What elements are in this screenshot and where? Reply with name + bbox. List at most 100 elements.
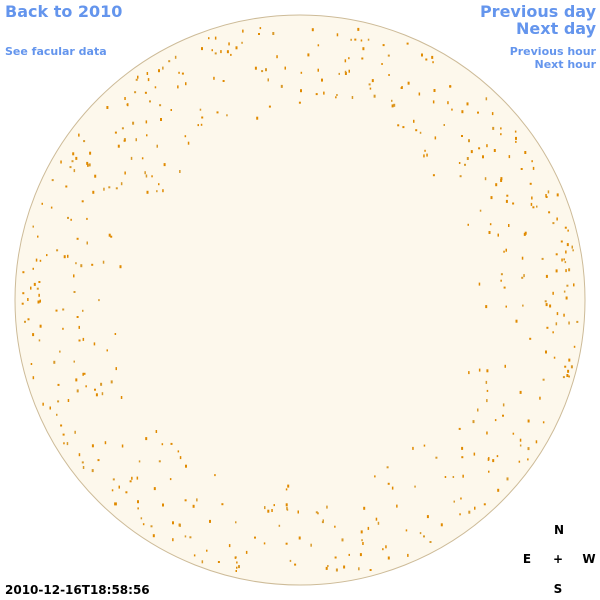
facula: [108, 233, 111, 237]
facula: [81, 200, 84, 203]
facula: [73, 274, 75, 278]
facula: [413, 119, 415, 123]
facula: [220, 50, 222, 54]
facula: [432, 61, 434, 64]
facula: [447, 101, 449, 105]
facula: [563, 290, 566, 293]
facula: [478, 282, 481, 286]
facula: [478, 368, 481, 372]
facula: [214, 52, 217, 55]
facula: [115, 187, 118, 190]
facula: [415, 129, 418, 132]
previous-hour-link[interactable]: Previous hour: [509, 45, 596, 58]
facula: [170, 109, 172, 111]
facula: [391, 486, 394, 490]
facula: [57, 400, 60, 403]
facula: [39, 259, 42, 262]
facula: [426, 153, 428, 157]
facula: [377, 521, 380, 525]
facula: [492, 459, 495, 463]
facula: [545, 274, 548, 278]
facula: [317, 68, 319, 72]
facula: [336, 33, 339, 37]
facula: [321, 78, 323, 82]
facula: [69, 166, 72, 169]
facula: [344, 59, 347, 63]
facula: [545, 196, 548, 198]
facula: [553, 356, 556, 359]
facula: [458, 162, 461, 164]
facula: [85, 385, 87, 388]
facula: [338, 72, 340, 75]
facula: [83, 372, 86, 375]
facula: [539, 396, 541, 400]
facula: [542, 378, 545, 381]
facula: [500, 179, 503, 182]
facula: [267, 509, 270, 513]
facula: [470, 150, 473, 154]
facula: [185, 464, 187, 468]
facula: [564, 261, 567, 264]
facula: [254, 536, 256, 539]
facula: [66, 442, 69, 446]
facula: [71, 160, 74, 163]
facula: [440, 523, 443, 527]
facula: [75, 262, 77, 265]
facula: [564, 365, 567, 368]
facula: [477, 408, 479, 412]
facula: [185, 82, 187, 86]
compass-center: +: [552, 552, 564, 566]
compass-south: S: [553, 582, 563, 596]
facula: [86, 217, 88, 220]
facula: [334, 556, 337, 559]
next-day-link[interactable]: Next day: [516, 19, 596, 38]
facula: [485, 97, 488, 101]
facula: [32, 376, 35, 380]
facula: [327, 565, 329, 567]
previous-day-link[interactable]: Previous day: [479, 2, 596, 21]
facula: [33, 282, 36, 286]
facula: [371, 79, 374, 83]
facula: [206, 549, 208, 552]
facula: [172, 538, 174, 542]
faculae: [21, 27, 579, 572]
facula: [468, 371, 470, 375]
facula: [493, 149, 496, 152]
facula: [336, 94, 338, 96]
facula: [478, 147, 481, 150]
facula: [151, 175, 153, 178]
facula: [108, 186, 111, 189]
facula: [196, 498, 198, 502]
facula: [393, 103, 396, 107]
facula: [520, 168, 523, 170]
facula: [62, 327, 64, 330]
facular-link[interactable]: See facular data: [5, 45, 107, 58]
facula: [486, 144, 488, 148]
facula: [73, 169, 76, 173]
facula: [545, 194, 547, 197]
facula: [78, 133, 80, 137]
facula: [221, 503, 224, 506]
facula: [57, 383, 60, 386]
next-hour-link[interactable]: Next hour: [534, 58, 597, 71]
facula: [156, 190, 158, 193]
facula: [459, 175, 462, 178]
facula: [118, 485, 120, 489]
facula: [39, 324, 42, 328]
facula: [477, 111, 479, 114]
facula: [137, 507, 139, 510]
facula: [254, 66, 257, 70]
facula: [459, 513, 461, 516]
back-link[interactable]: Back to 2010: [5, 2, 123, 21]
facula: [375, 517, 378, 521]
facula: [59, 350, 61, 353]
facula: [425, 58, 428, 61]
facula: [562, 376, 565, 379]
facula: [407, 553, 409, 557]
compass-east: E: [522, 552, 532, 566]
facula: [418, 92, 421, 96]
facula: [317, 44, 320, 47]
facula: [297, 510, 299, 514]
facula: [423, 154, 425, 158]
facula: [272, 32, 275, 35]
